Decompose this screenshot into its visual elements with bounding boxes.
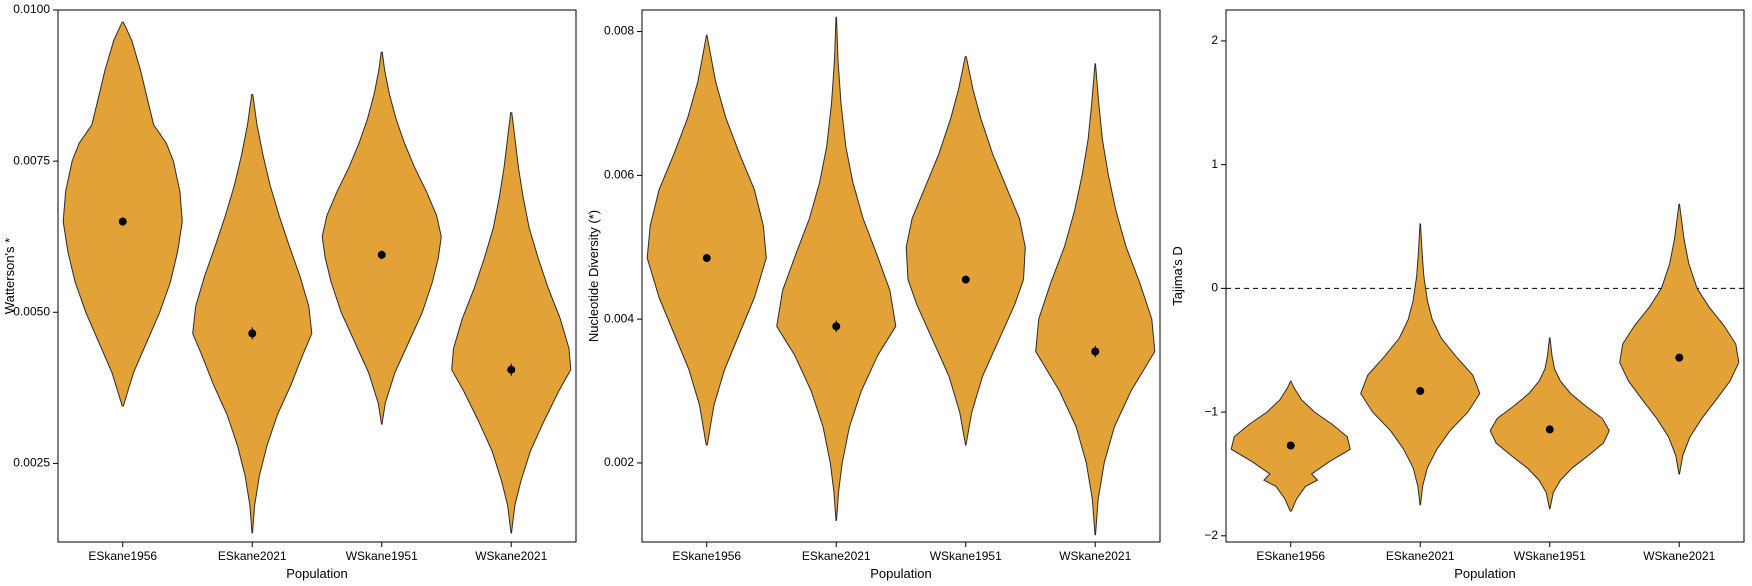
violin-ESkane2021 bbox=[777, 17, 896, 520]
figure: 0.0025 0.0050 0.0075 0.0100 ESkane1956 ESkane… bbox=[0, 0, 1752, 586]
mean-dot-WSkane1951 bbox=[962, 276, 970, 284]
violin-WSkane2021 bbox=[452, 113, 571, 533]
mean-dot-WSkane2021 bbox=[1675, 354, 1683, 362]
ytick-label: 0.006 bbox=[604, 168, 634, 182]
violin-WSkane2021 bbox=[1036, 64, 1155, 535]
ytick-label: 2 bbox=[1211, 33, 1218, 47]
xtick-label: ESkane1956 bbox=[672, 549, 741, 563]
ylabel: Tajima's D bbox=[1170, 246, 1185, 306]
ytick-label: 0 bbox=[1211, 281, 1218, 295]
ytick-label: 0.0100 bbox=[13, 2, 50, 16]
ytick-label: 0.004 bbox=[604, 311, 634, 325]
ytick-label: −1 bbox=[1204, 404, 1218, 418]
mean-dot-ESkane2021 bbox=[1416, 387, 1424, 395]
ylabel: Watterson's * bbox=[2, 238, 17, 314]
xtick-label: WSkane2021 bbox=[475, 549, 547, 563]
violin-ESkane2021 bbox=[193, 95, 312, 533]
xtick-label: WSkane1951 bbox=[930, 549, 1002, 563]
figure-svg: 0.0025 0.0050 0.0075 0.0100 ESkane1956 ESkane… bbox=[0, 0, 1752, 586]
xtick-label: ESkane2021 bbox=[218, 549, 287, 563]
ytick-label: 0.008 bbox=[604, 24, 634, 38]
panel-1: 0.002 0.004 0.006 0.008 ESkane1956 ESkane2021… bbox=[586, 10, 1160, 581]
mean-dot-ESkane1956 bbox=[703, 254, 711, 262]
violin-WSkane1951 bbox=[906, 57, 1025, 445]
mean-dot-WSkane1951 bbox=[1546, 425, 1554, 433]
xtick-label: WSkane1951 bbox=[1514, 549, 1586, 563]
violin-WSkane1951 bbox=[1490, 338, 1609, 509]
violin-WSkane2021 bbox=[1620, 204, 1739, 474]
xtick-label: ESkane1956 bbox=[88, 549, 157, 563]
violin-WSkane1951 bbox=[322, 52, 441, 424]
xlabel: Population bbox=[1454, 566, 1515, 581]
mean-dot-ESkane1956 bbox=[119, 218, 127, 226]
ytick-label: 1 bbox=[1211, 157, 1218, 171]
xtick-label: ESkane2021 bbox=[802, 549, 871, 563]
panel-2: −2 −1 0 1 2 ESkane1956 ESkane2021 WSkane1951 WSk… bbox=[1170, 10, 1744, 581]
mean-dot-WSkane2021 bbox=[507, 366, 515, 374]
panel-0: 0.0025 0.0050 0.0075 0.0100 ESkane1956 ESkane… bbox=[2, 2, 576, 581]
xlabel: Population bbox=[286, 566, 347, 581]
ytick-label: 0.002 bbox=[604, 455, 634, 469]
mean-dot-ESkane2021 bbox=[832, 322, 840, 330]
violin-ESkane1956 bbox=[63, 22, 182, 406]
xtick-label: WSkane2021 bbox=[1643, 549, 1715, 563]
mean-dot-ESkane1956 bbox=[1287, 441, 1295, 449]
violin-ESkane1956 bbox=[647, 35, 766, 445]
mean-dot-WSkane1951 bbox=[378, 251, 386, 259]
violin-ESkane2021 bbox=[1361, 224, 1480, 505]
ylabel: Nucleotide Diversity (*) bbox=[586, 210, 601, 342]
xtick-label: ESkane1956 bbox=[1256, 549, 1325, 563]
mean-dot-WSkane2021 bbox=[1091, 347, 1099, 355]
ytick-label: −2 bbox=[1204, 528, 1218, 542]
xtick-label: WSkane1951 bbox=[346, 549, 418, 563]
xlabel: Population bbox=[870, 566, 931, 581]
xtick-label: ESkane2021 bbox=[1386, 549, 1455, 563]
ytick-label: 0.0050 bbox=[13, 304, 50, 318]
ytick-label: 0.0075 bbox=[13, 153, 50, 167]
ytick-label: 0.0025 bbox=[13, 456, 50, 470]
mean-dot-ESkane2021 bbox=[248, 329, 256, 337]
xtick-label: WSkane2021 bbox=[1059, 549, 1131, 563]
